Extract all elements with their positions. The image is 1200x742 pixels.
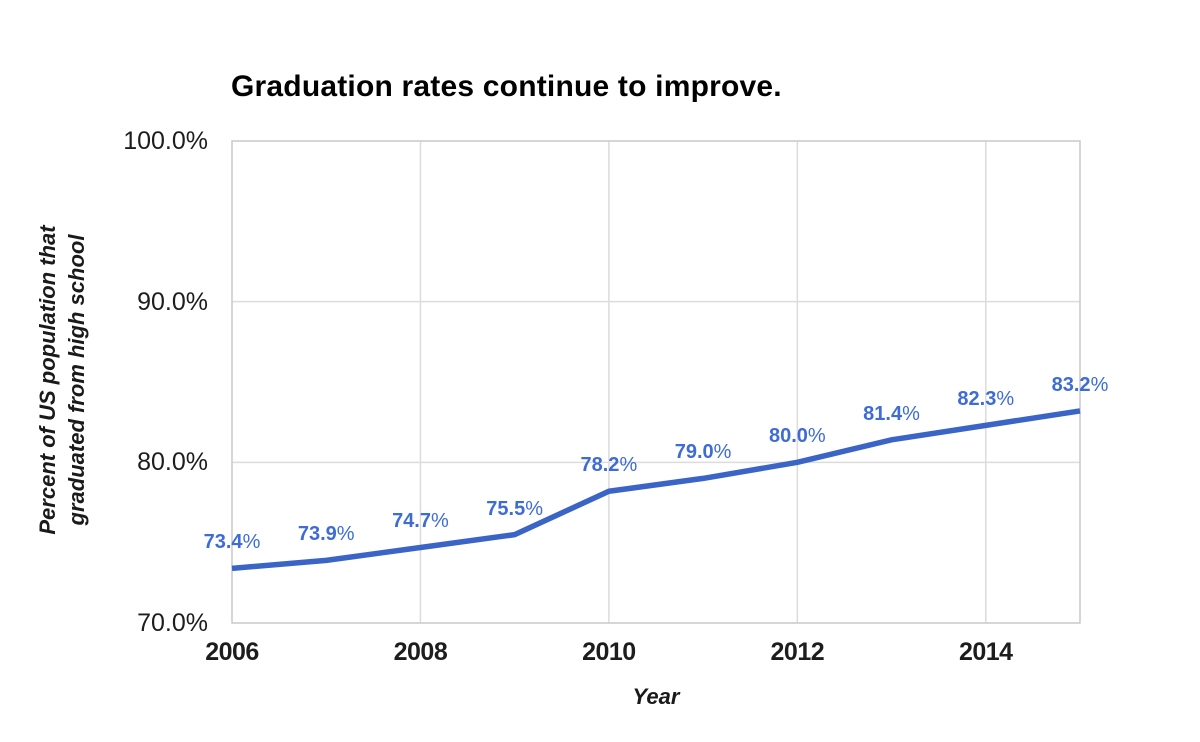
x-tick-label: 2008 (393, 638, 448, 666)
data-label-value: 74.7 (392, 510, 431, 533)
x-tick-label: 2010 (582, 638, 636, 666)
data-label-percent-sign: % (996, 388, 1015, 411)
data-label-percent-sign: % (619, 454, 638, 477)
data-label-value: 82.3 (957, 388, 997, 411)
data-label-value: 78.2 (580, 454, 620, 477)
data-label-percent-sign: % (807, 425, 826, 448)
data-label: 82.3% (921, 388, 1051, 410)
data-label: 83.2% (1015, 374, 1145, 396)
data-label-percent-sign: % (431, 510, 449, 533)
y-tick-label: 100.0% (123, 127, 208, 155)
plot-border (231, 140, 1081, 624)
data-label-percent-sign: % (336, 523, 355, 546)
data-label-percent-sign: % (1090, 373, 1109, 396)
data-label-percent-sign: % (525, 497, 544, 520)
data-label: 81.4% (827, 403, 957, 425)
data-label-value: 81.4 (863, 402, 903, 425)
y-tick-label: 90.0% (137, 287, 208, 316)
data-label-value: 79.0 (674, 441, 714, 464)
data-label: 79.0% (638, 441, 768, 463)
data-label-value: 80.0 (768, 425, 808, 448)
data-label: 73.9% (261, 523, 391, 545)
x-tick-label: 2012 (770, 638, 825, 666)
data-label: 75.5% (450, 498, 580, 520)
data-label-value: 73.4 (203, 531, 243, 554)
chart-title: Graduation rates continue to improve. (231, 70, 782, 103)
data-label: 80.0% (732, 425, 862, 447)
data-label-percent-sign: % (713, 441, 732, 464)
x-axis-title: Year (632, 684, 680, 709)
x-tick-label: 2014 (958, 638, 1013, 666)
data-label: 78.2% (544, 454, 674, 476)
data-label: 73.4% (167, 531, 297, 553)
y-tick-label: 80.0% (137, 448, 208, 477)
y-tick-label: 70.0% (137, 609, 208, 637)
data-label: 74.7% (355, 510, 485, 532)
data-label-percent-sign: % (242, 531, 261, 554)
data-label-percent-sign: % (902, 402, 920, 425)
series-line (231, 408, 1081, 572)
data-label-value: 83.2 (1051, 373, 1091, 396)
data-label-value: 73.9 (297, 523, 337, 546)
data-label-value: 75.5 (486, 497, 526, 520)
x-tick-label: 2006 (205, 638, 259, 666)
